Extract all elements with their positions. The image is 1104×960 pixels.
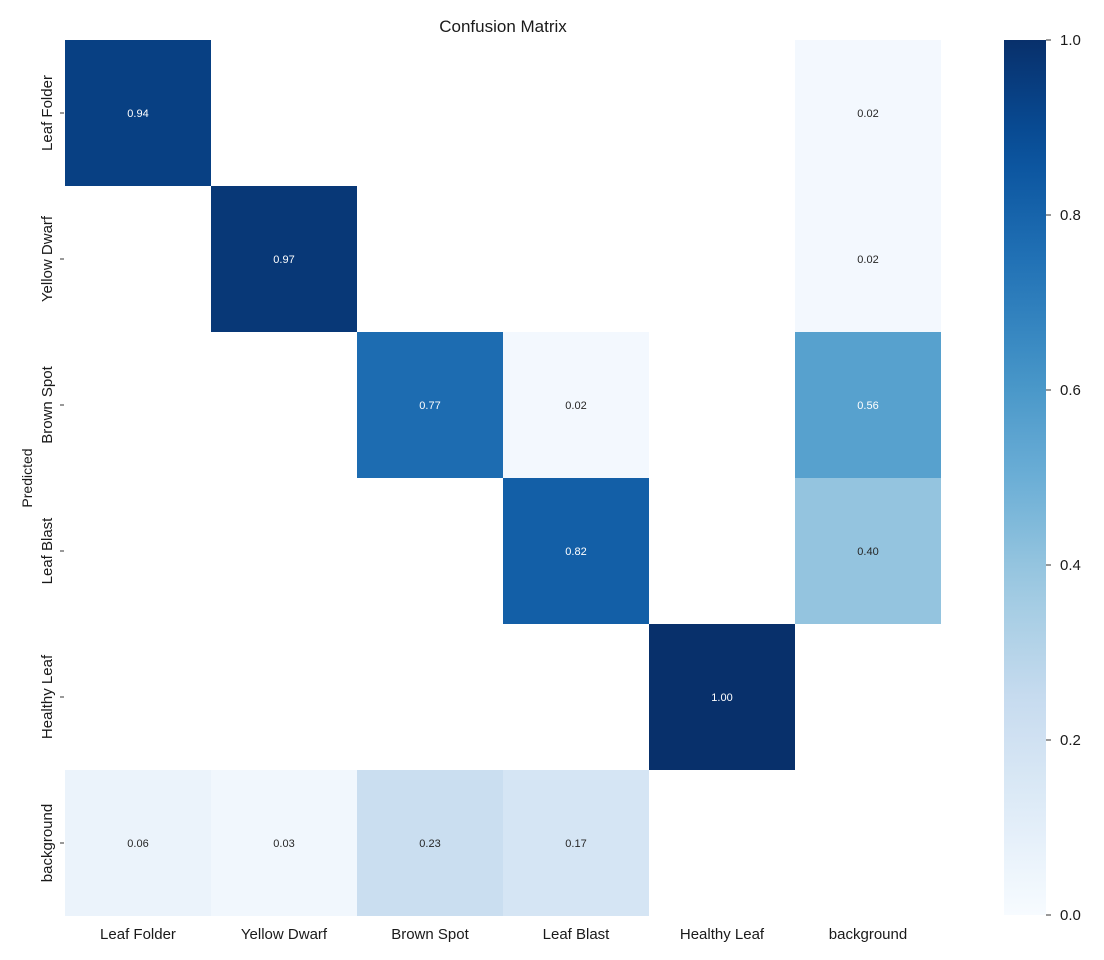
heatmap-cell bbox=[357, 332, 503, 478]
y-axis-label: Predicted bbox=[19, 448, 35, 507]
chart-title: Confusion Matrix bbox=[439, 17, 567, 36]
cell-value-label: 0.17 bbox=[565, 838, 586, 850]
x-tick-label: Leaf Folder bbox=[100, 926, 176, 943]
cell-value-label: 0.94 bbox=[127, 108, 148, 120]
cell-value-label: 1.00 bbox=[711, 692, 732, 704]
x-tick-label: Yellow Dwarf bbox=[241, 926, 328, 943]
colorbar-gradient bbox=[1004, 40, 1046, 915]
cell-value-label: 0.02 bbox=[857, 254, 878, 266]
heatmap-cell bbox=[65, 40, 211, 186]
cell-value-label: 0.77 bbox=[419, 400, 440, 412]
cell-value-label: 0.02 bbox=[565, 400, 586, 412]
heatmap-cell bbox=[65, 770, 211, 916]
x-tick-label: Leaf Blast bbox=[543, 926, 611, 943]
y-tick-label: Leaf Blast bbox=[39, 517, 56, 585]
x-tick-label: background bbox=[829, 926, 907, 943]
colorbar: 0.0 0.2 0.4 0.6 0.8 1.0 bbox=[1004, 32, 1081, 924]
y-tick-label: Brown Spot bbox=[39, 365, 56, 443]
heatmap-cell bbox=[795, 478, 941, 624]
cell-value-label: 0.56 bbox=[857, 400, 878, 412]
x-tick-label: Healthy Leaf bbox=[680, 926, 765, 943]
y-axis: Leaf Folder Yellow Dwarf Brown Spot Leaf Bl… bbox=[39, 75, 64, 882]
colorbar-tick-label: 0.2 bbox=[1060, 732, 1081, 749]
y-tick-label: Leaf Folder bbox=[39, 75, 56, 151]
heatmap-cell bbox=[795, 332, 941, 478]
heatmap-cell bbox=[795, 186, 941, 332]
cell-value-label: 0.03 bbox=[273, 838, 294, 850]
heatmap-cell bbox=[649, 624, 795, 770]
colorbar-tick-label: 0.8 bbox=[1060, 207, 1081, 224]
cell-value-label: 0.97 bbox=[273, 254, 294, 266]
heatmap-grid: 0.94 0.02 0.97 0.02 0.77 0.02 0.56 0.82 0.40 1.00… bbox=[65, 40, 941, 916]
cell-value-label: 0.06 bbox=[127, 838, 148, 850]
heatmap-cell bbox=[357, 770, 503, 916]
y-tick-label: background bbox=[39, 804, 56, 882]
heatmap-cell bbox=[795, 40, 941, 186]
y-tick-label: Healthy Leaf bbox=[39, 654, 56, 739]
x-tick-label: Brown Spot bbox=[391, 926, 469, 943]
heatmap-cell bbox=[503, 770, 649, 916]
cell-value-label: 0.82 bbox=[565, 546, 586, 558]
heatmap-cell bbox=[211, 186, 357, 332]
x-axis: Leaf Folder Yellow Dwarf Brown Spot Leaf Bl… bbox=[100, 926, 907, 943]
heatmap-cell bbox=[503, 478, 649, 624]
heatmap-cell bbox=[503, 332, 649, 478]
colorbar-tick-label: 0.6 bbox=[1060, 382, 1081, 399]
heatmap-cell bbox=[211, 770, 357, 916]
colorbar-tick-label: 0.4 bbox=[1060, 557, 1081, 574]
colorbar-tick-label: 1.0 bbox=[1060, 32, 1081, 49]
colorbar-tick-label: 0.0 bbox=[1060, 907, 1081, 924]
cell-value-label: 0.02 bbox=[857, 108, 878, 120]
y-tick-label: Yellow Dwarf bbox=[39, 215, 56, 302]
cell-value-label: 0.40 bbox=[857, 546, 878, 558]
cell-value-label: 0.23 bbox=[419, 838, 440, 850]
